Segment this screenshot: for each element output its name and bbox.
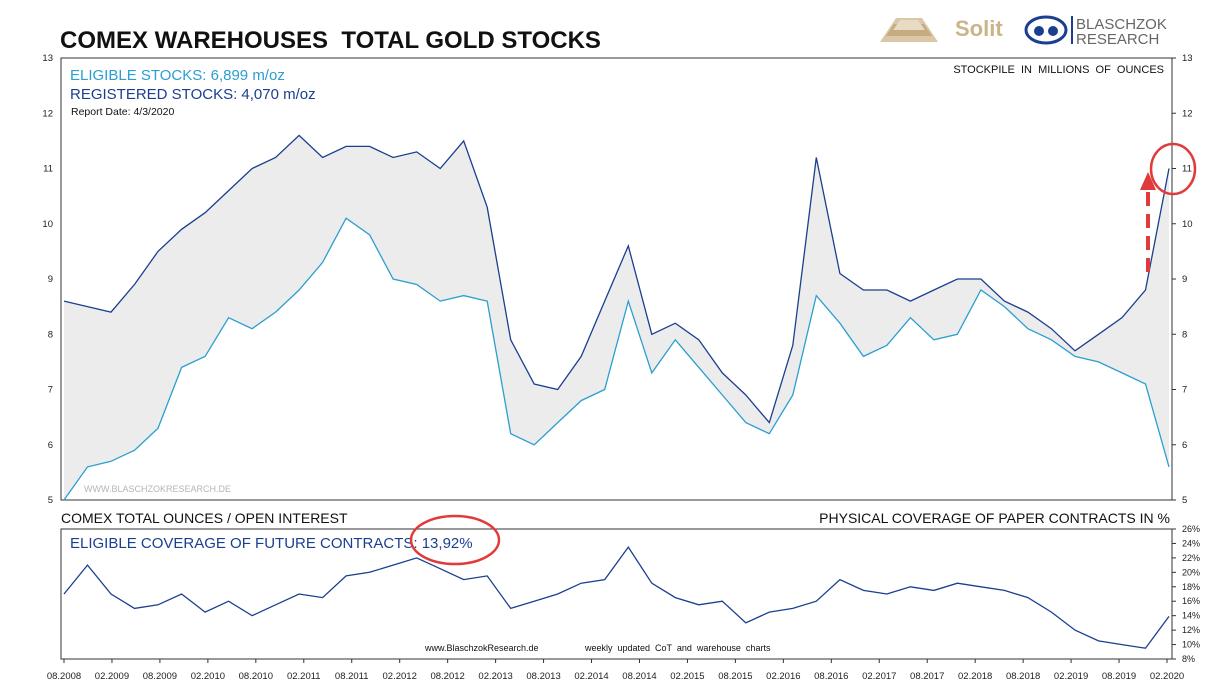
y-tick-right: 6 <box>1182 440 1187 451</box>
x-tick-label: 02.2013 <box>478 671 512 682</box>
footer-site: www.BlaschzokResearch.de <box>424 643 539 653</box>
x-tick-label: 08.2013 <box>526 671 560 682</box>
x-tick-label: 02.2011 <box>287 671 321 682</box>
x-tick-label: 02.2015 <box>670 671 704 682</box>
x-tick-label: 02.2014 <box>574 671 608 682</box>
lower-series-group <box>63 545 1170 649</box>
lower-plot-frame <box>60 528 1173 660</box>
lower-title-right: PHYSICAL COVERAGE OF PAPER CONTRACTS IN … <box>819 510 1170 526</box>
coverage-label: ELIGIBLE COVERAGE OF FUTURE CONTRACTS: 1… <box>70 535 473 552</box>
series-registered-line <box>63 134 1170 424</box>
watermark: WWW.BLASCHZOKRESEARCH.DE <box>84 484 231 494</box>
x-axis: 08.2008 02.2009 08.2009 02.2010 08.2010 02.20… <box>47 659 1184 682</box>
y-tick-left: 9 <box>48 274 53 285</box>
y-tick-right: 11 <box>1182 164 1192 175</box>
x-tick-label: 02.2020 <box>1150 671 1184 682</box>
highlight-circle-lower <box>409 514 501 566</box>
y-tick-right: 13 <box>1182 53 1193 64</box>
blaschzok-emblem-icon <box>1024 15 1073 45</box>
coverage-y-tick: 18% <box>1182 582 1200 592</box>
coverage-y-tick: 16% <box>1182 596 1200 606</box>
x-tick-label: 08.2015 <box>718 671 752 682</box>
y-tick-left: 11 <box>43 164 53 175</box>
lower-title-left: COMEX TOTAL OUNCES / OPEN INTEREST <box>61 510 348 526</box>
coverage-y-tick: 20% <box>1182 567 1200 577</box>
coverage-y-tick: 12% <box>1182 625 1200 635</box>
report-date: Report Date: 4/3/2020 <box>71 106 174 118</box>
stock-gap-area <box>64 135 1169 500</box>
x-tick-label: 08.2011 <box>335 671 369 682</box>
y-tick-right: 7 <box>1182 385 1187 396</box>
coverage-y-tick: 22% <box>1182 553 1200 563</box>
blaschzok-logo-line2: RESEARCH <box>1076 31 1159 48</box>
y-tick-left: 6 <box>48 440 53 451</box>
x-tick-label: 08.2009 <box>143 671 177 682</box>
coverage-y-tick: 26% <box>1182 524 1200 534</box>
x-tick-label: 02.2009 <box>95 671 129 682</box>
x-tick-label: 08.2014 <box>622 671 656 682</box>
series-coverage-line <box>63 545 1170 649</box>
y-tick-left: 5 <box>48 495 53 506</box>
x-tick-label: 02.2017 <box>862 671 896 682</box>
y-tick-left: 13 <box>42 53 53 64</box>
coverage-y-tick: 24% <box>1182 538 1200 548</box>
x-tick-label: 02.2010 <box>191 671 225 682</box>
x-tick-label: 08.2012 <box>430 671 464 682</box>
highlight-circle-upper <box>1149 142 1197 196</box>
x-tick-label: 08.2010 <box>239 671 273 682</box>
solit-pyramid-logo <box>880 18 938 42</box>
upper-gridlines <box>1172 57 1176 501</box>
y-tick-left: 8 <box>48 329 53 340</box>
y-tick-left: 7 <box>48 385 53 396</box>
x-tick-label: 08.2017 <box>910 671 944 682</box>
coverage-y-tick: 10% <box>1182 640 1200 650</box>
arrow-head-icon <box>1140 172 1156 190</box>
y-tick-left: 10 <box>42 219 53 230</box>
x-tick-label: 08.2008 <box>47 671 81 682</box>
y-tick-right: 12 <box>1182 108 1193 119</box>
lower-y-axis-right: 8% 10% 12% 14% 16% 18% 20% 22% 24% 26% <box>1172 524 1200 664</box>
eligible-stocks-label: ELIGIBLE STOCKS: 6,899 m/oz <box>70 67 285 84</box>
footer-note: weekly updated CoT and warehouse charts <box>584 643 771 653</box>
y-tick-right: 8 <box>1182 329 1187 340</box>
solit-logo-text: Solit <box>955 16 1003 41</box>
x-tick-label: 02.2018 <box>958 671 992 682</box>
coverage-y-tick: 8% <box>1182 654 1195 664</box>
upper-series-group <box>63 134 1170 501</box>
x-tick-label: 02.2019 <box>1054 671 1088 682</box>
upper-y-axis-left: 5 6 7 8 9 10 11 12 13 <box>42 53 53 506</box>
y-tick-right: 10 <box>1182 219 1193 230</box>
coverage-y-tick: 14% <box>1182 611 1200 621</box>
upper-y-axis-right: 5 6 7 8 9 10 11 12 13 <box>1182 53 1193 506</box>
y-tick-right: 9 <box>1182 274 1187 285</box>
upper-plot-frame <box>60 57 1173 501</box>
x-tick-label: 08.2018 <box>1006 671 1040 682</box>
chart-title: COMEX WAREHOUSES TOTAL GOLD STOCKS <box>60 27 601 54</box>
y-tick-left: 12 <box>42 108 53 119</box>
unit-note: STOCKPILE IN MILLIONS OF OUNCES <box>953 64 1164 76</box>
x-tick-label: 08.2019 <box>1102 671 1136 682</box>
x-tick-label: 02.2012 <box>383 671 417 682</box>
series-eligible-line <box>63 217 1170 501</box>
x-tick-label: 02.2016 <box>766 671 800 682</box>
blaschzok-logo-line1: BLASCHZOK <box>1076 16 1167 33</box>
y-tick-right: 5 <box>1182 495 1187 506</box>
registered-stocks-label: REGISTERED STOCKS: 4,070 m/oz <box>70 86 316 103</box>
x-tick-label: 08.2016 <box>814 671 848 682</box>
